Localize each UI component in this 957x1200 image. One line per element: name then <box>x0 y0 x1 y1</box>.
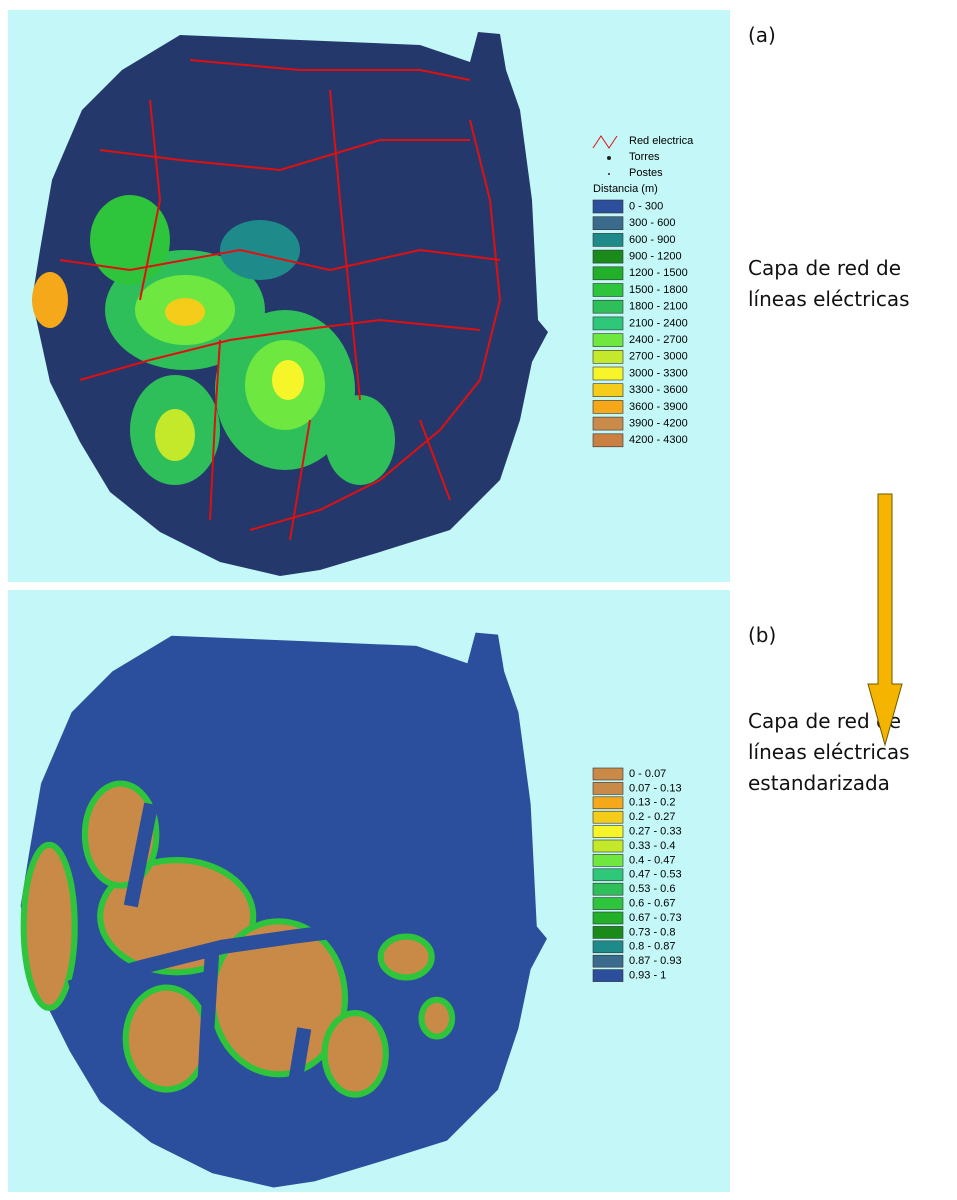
legend-label: Red electrica <box>629 135 694 147</box>
legend-swatch <box>593 869 623 881</box>
legend-swatch <box>593 955 623 967</box>
legend-swatch <box>593 883 623 895</box>
legend-swatch <box>593 811 623 823</box>
legend-label: 0.53 - 0.6 <box>629 883 675 895</box>
legend-label: 3600 - 3900 <box>629 401 688 413</box>
legend-label: 0.67 - 0.73 <box>629 912 682 924</box>
legend-label: 0 - 300 <box>629 200 663 212</box>
legend-swatch <box>593 854 623 866</box>
legend-label: 0.33 - 0.4 <box>629 840 675 852</box>
legend-swatch <box>593 797 623 809</box>
legend-title: Distancia (m) <box>593 183 658 195</box>
figure: (a) Capa de red de líneas eléctricas (b)… <box>0 0 957 1200</box>
legend-swatch <box>593 300 623 313</box>
legend-swatch <box>593 200 623 213</box>
legend-swatch <box>593 840 623 852</box>
legend-label: 0.73 - 0.8 <box>629 926 675 938</box>
legend-label: 0.93 - 1 <box>629 970 666 982</box>
legend-swatch <box>593 367 623 380</box>
legend-label: 1800 - 2100 <box>629 301 688 313</box>
legend-label: 1500 - 1800 <box>629 284 688 296</box>
legend-swatch <box>593 384 623 397</box>
legend-label: 2100 - 2400 <box>629 317 688 329</box>
legend-label: 0.47 - 0.53 <box>629 869 682 881</box>
arrow <box>868 494 902 745</box>
legend-point-symbol <box>607 156 611 160</box>
legend-swatch <box>593 926 623 938</box>
legend-swatch <box>593 768 623 780</box>
legend-label: 0.2 - 0.27 <box>629 811 675 823</box>
legend-swatch <box>593 912 623 924</box>
legend-swatch <box>593 434 623 447</box>
legend-swatch <box>593 417 623 430</box>
legend-swatch <box>593 782 623 794</box>
legend-label: 600 - 900 <box>629 234 675 246</box>
legend-swatch <box>593 970 623 982</box>
panel-label: (a) <box>748 23 776 47</box>
legend-swatch <box>593 350 623 363</box>
legend-label: 3000 - 3300 <box>629 367 688 379</box>
legend-label: Torres <box>629 151 660 163</box>
legend-label: 0 - 0.07 <box>629 768 666 780</box>
panel-label: (b) <box>748 623 776 647</box>
legend-swatch <box>593 267 623 280</box>
legend-label: 0.87 - 0.93 <box>629 955 682 967</box>
legend-label: 0.6 - 0.67 <box>629 898 675 910</box>
legend-label: 0.8 - 0.87 <box>629 941 675 953</box>
legend-label: 900 - 1200 <box>629 251 682 263</box>
legend-swatch <box>593 898 623 910</box>
legend-swatch <box>593 826 623 838</box>
legend-label: 1200 - 1500 <box>629 267 688 279</box>
legend-label: 2400 - 2700 <box>629 334 688 346</box>
legend-swatch <box>593 217 623 230</box>
legend-label: 3300 - 3600 <box>629 384 688 396</box>
legend-label: 0.13 - 0.2 <box>629 797 675 809</box>
legend-swatch <box>593 233 623 246</box>
legend-label: 3900 - 4200 <box>629 418 688 430</box>
legend-swatch <box>593 284 623 297</box>
caption-line: líneas eléctricas <box>748 287 910 311</box>
caption-line: estandarizada <box>748 771 890 795</box>
legend-label: 4200 - 4300 <box>629 434 688 446</box>
legend-label: 0.4 - 0.47 <box>629 854 675 866</box>
legend-label: 0.07 - 0.13 <box>629 782 682 794</box>
legend-label: Postes <box>629 167 663 179</box>
legend-label: 2700 - 3000 <box>629 351 688 363</box>
legend-swatch <box>593 400 623 413</box>
legend-swatch <box>593 334 623 347</box>
legend-label: 300 - 600 <box>629 217 675 229</box>
legend-point-symbol <box>608 173 610 175</box>
caption-line: Capa de red de <box>748 256 901 280</box>
legend-swatch <box>593 250 623 263</box>
legend-swatch <box>593 317 623 330</box>
legend-swatch <box>593 941 623 953</box>
legend-label: 0.27 - 0.33 <box>629 826 682 838</box>
